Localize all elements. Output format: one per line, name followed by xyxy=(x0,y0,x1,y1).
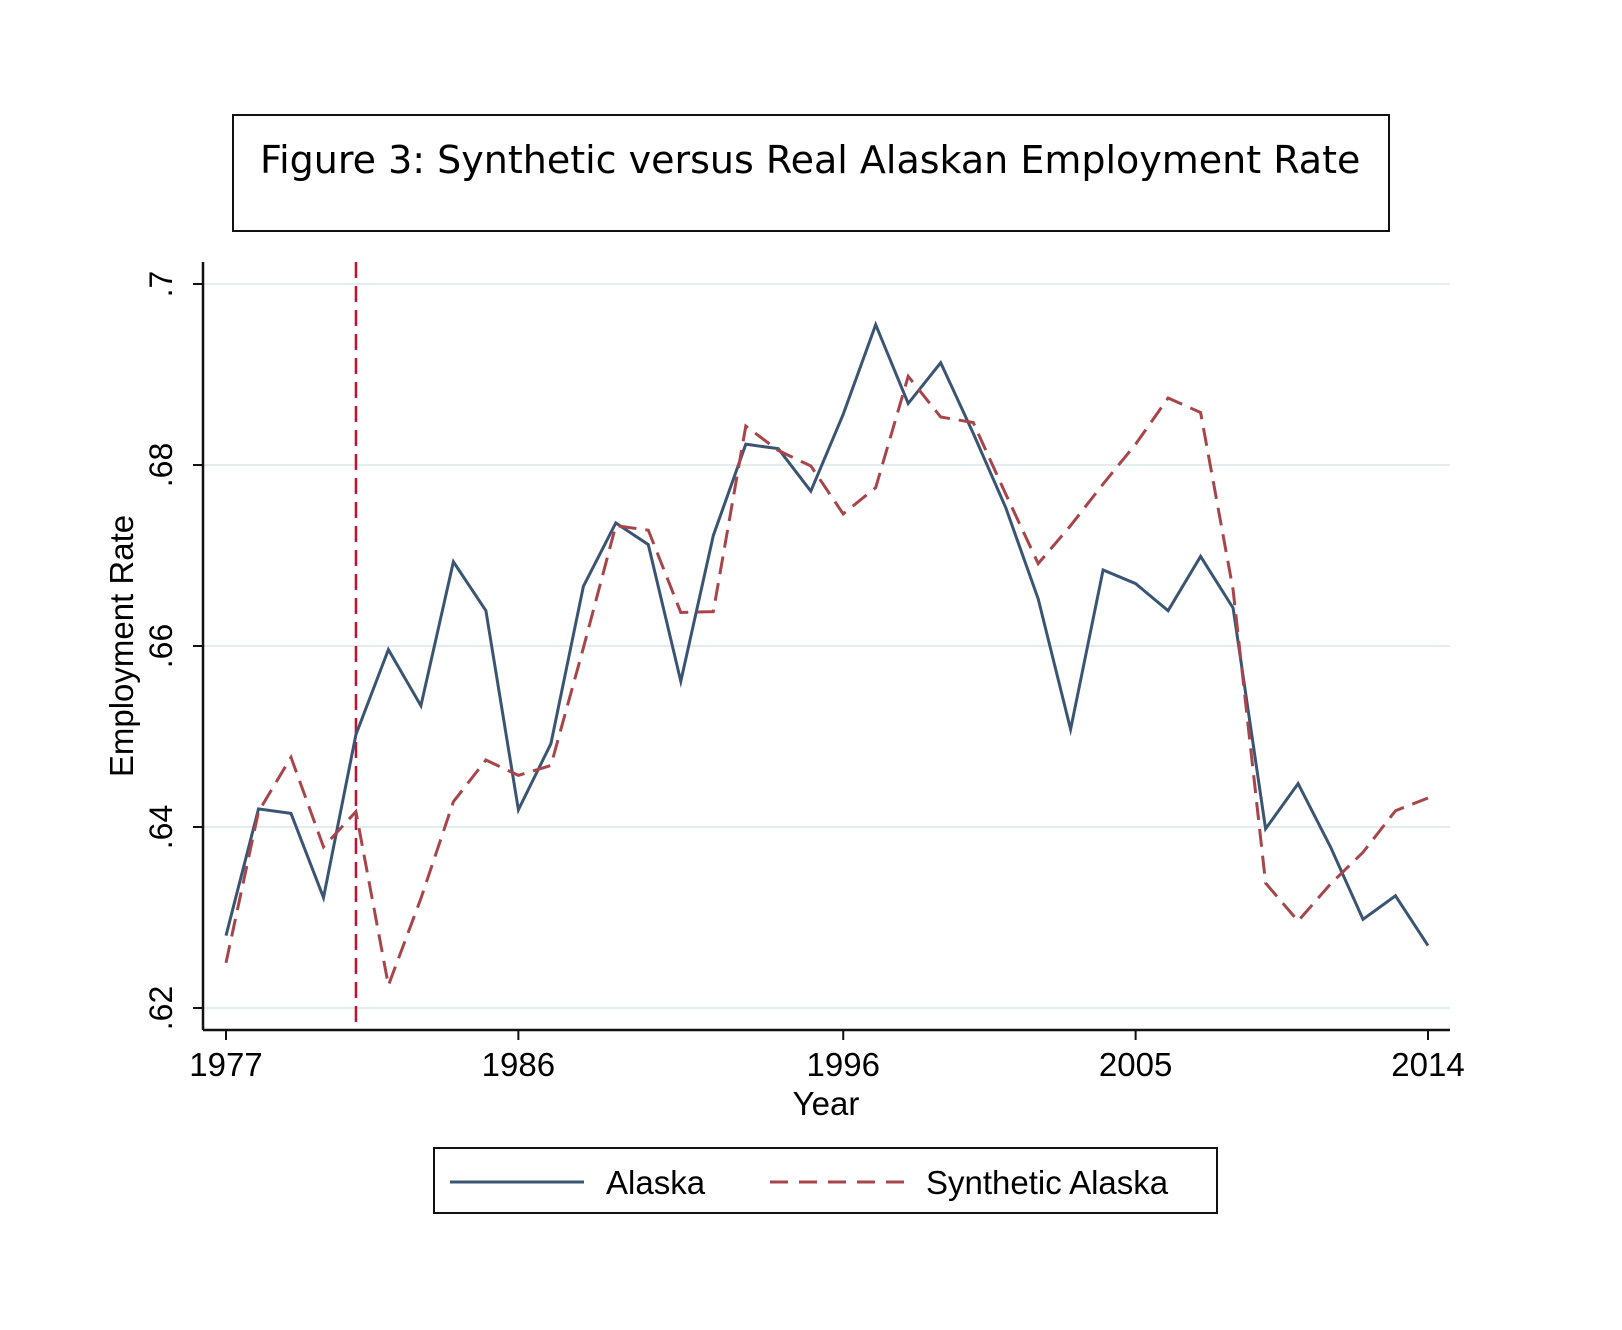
y-tick-label: .64 xyxy=(143,805,179,849)
legend: Alaska Synthetic Alaska xyxy=(433,1147,1218,1214)
legend-label-alaska: Alaska xyxy=(606,1164,706,1201)
series-line-synthetic-alaska xyxy=(224,373,1429,991)
y-tick-label: .66 xyxy=(143,624,179,668)
x-tick-label: 1986 xyxy=(482,1046,555,1083)
y-tick-label: .7 xyxy=(143,271,179,298)
x-axis-label: Year xyxy=(793,1085,860,1122)
y-axis-ticks: .62 .64 .66 .68 .7 xyxy=(143,271,203,1030)
series-line-alaska xyxy=(224,320,1430,947)
chart-title: Figure 3: Synthetic versus Real Alaskan … xyxy=(260,138,1360,182)
series-lines xyxy=(224,320,1430,991)
y-tick-label: .68 xyxy=(143,443,179,487)
title-box: Figure 3: Synthetic versus Real Alaskan … xyxy=(232,114,1390,232)
x-tick-label: 1996 xyxy=(807,1046,880,1083)
x-tick-label: 2005 xyxy=(1099,1046,1172,1083)
y-axis-label: Employment Rate xyxy=(103,515,140,777)
title-frame xyxy=(232,114,1390,232)
x-axis-ticks: 1977 1986 1996 2005 2014 xyxy=(189,1030,1465,1083)
y-tick-label: .62 xyxy=(143,986,179,1030)
legend-label-synthetic-alaska: Synthetic Alaska xyxy=(926,1164,1169,1201)
x-tick-label: 2014 xyxy=(1391,1046,1464,1083)
x-tick-label: 1977 xyxy=(189,1046,262,1083)
gridlines xyxy=(203,283,1450,1009)
